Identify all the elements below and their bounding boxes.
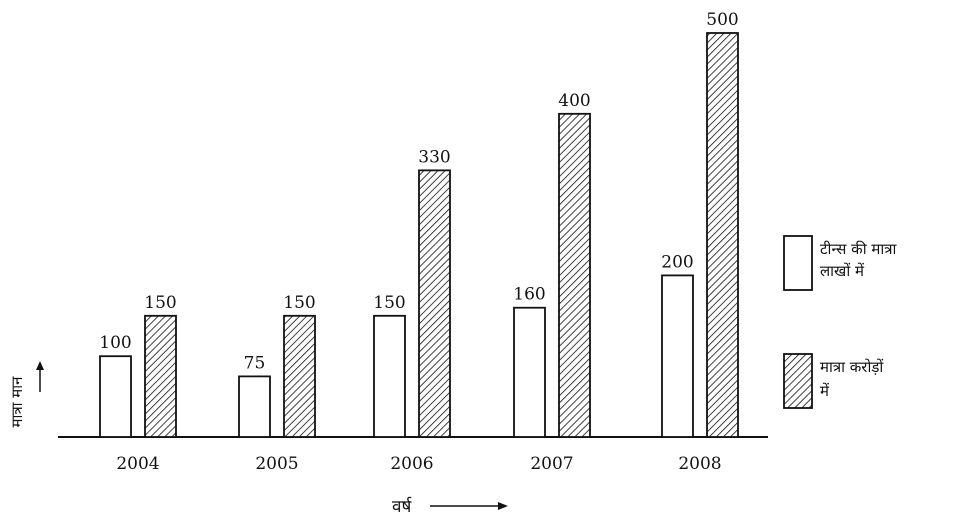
legend-label-plain-line1: टीन्स की मात्रा: [820, 240, 897, 258]
x-tick-label-2007: 2007: [530, 454, 573, 474]
bar-plain-2004: [99, 355, 132, 438]
bars-group: [99, 32, 739, 438]
value-label-plain-2008: 200: [661, 252, 693, 272]
value-label-hatched-2005: 150: [283, 293, 315, 313]
value-label-plain-2005: 75: [244, 353, 266, 373]
bar-hatched-2007: [558, 112, 591, 438]
legend-entry-hatched: मात्रा करोड़ों में: [783, 353, 884, 409]
bar-hatched-2008: [706, 32, 739, 438]
bar-hatched-2004: [144, 314, 177, 438]
bar-plain-2005: [238, 375, 271, 438]
bar-hatched-2006: [418, 169, 451, 438]
y-axis-label-group: मात्रा मान: [8, 361, 44, 427]
value-label-hatched-2007: 400: [558, 91, 590, 111]
legend-label-hatched-line2: में: [820, 382, 830, 400]
bar-hatched-2005: [283, 314, 316, 438]
legend-swatch-hatched: [783, 353, 813, 409]
bar-plain-2007: [513, 306, 546, 438]
x-tick-labels-group: 2004 2005 2006 2007 2008: [116, 454, 721, 474]
x-axis-label-group: वर्ष: [392, 496, 508, 517]
x-axis-arrow-head: [498, 502, 508, 510]
y-axis-arrow-head: [36, 361, 44, 370]
legend: टीन्स की मात्रा लाखों में मात्रा करोड़ों…: [783, 235, 897, 409]
legend-entry-plain: टीन्स की मात्रा लाखों में: [783, 235, 897, 291]
value-labels-group: 100 150 75 150 150 330 160 400 200 500: [99, 10, 738, 373]
value-label-hatched-2008: 500: [706, 10, 738, 30]
x-axis-label: वर्ष: [392, 496, 412, 517]
value-label-plain-2004: 100: [99, 333, 131, 353]
value-label-hatched-2006: 330: [418, 147, 450, 167]
y-axis-label: मात्रा मान: [8, 376, 26, 428]
bar-plain-2006: [373, 314, 406, 438]
x-tick-label-2004: 2004: [116, 454, 159, 474]
legend-swatch-plain: [783, 235, 813, 291]
bar-plain-2008: [661, 274, 694, 438]
legend-label-hatched-line1: मात्रा करोड़ों: [820, 358, 884, 376]
x-tick-label-2006: 2006: [390, 454, 433, 474]
legend-label-plain-line2: लाखों में: [820, 262, 865, 280]
value-label-plain-2006: 150: [373, 293, 405, 313]
value-label-plain-2007: 160: [513, 285, 545, 305]
value-label-hatched-2004: 150: [144, 293, 176, 313]
x-tick-label-2005: 2005: [255, 454, 298, 474]
x-tick-label-2008: 2008: [678, 454, 721, 474]
